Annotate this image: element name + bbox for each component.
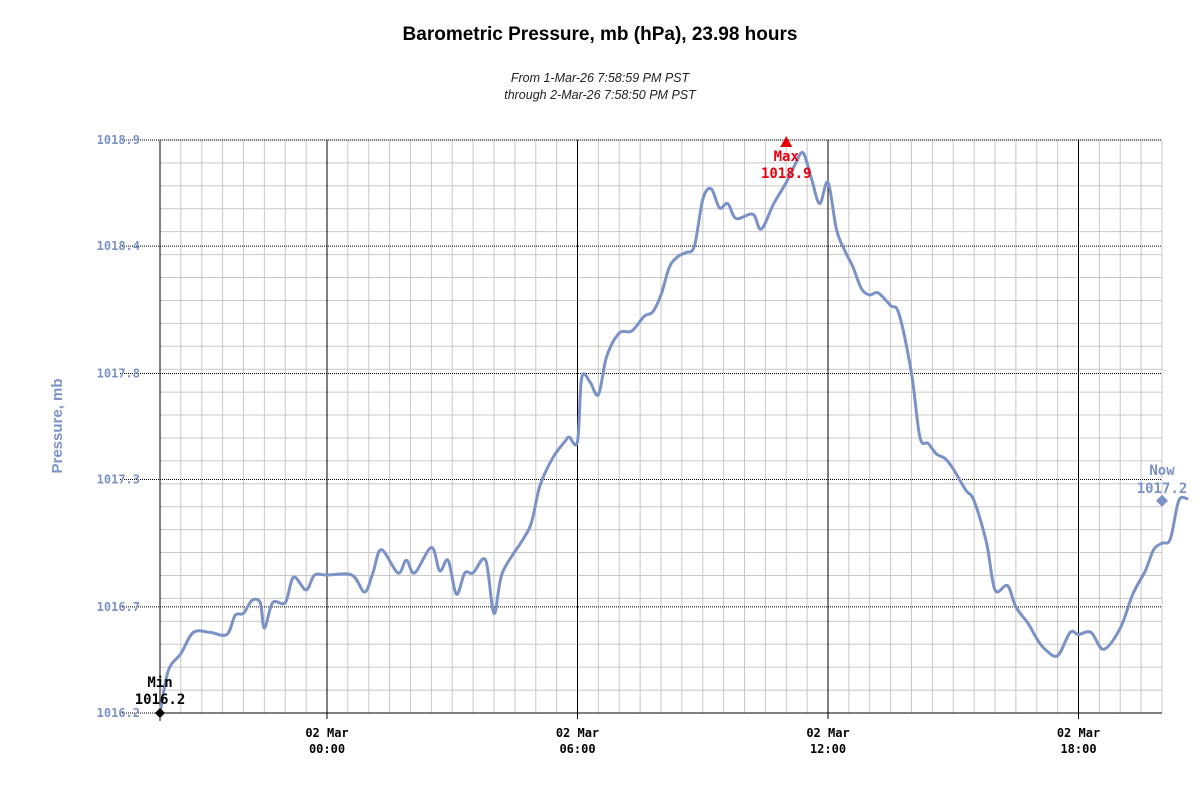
now-value-label: 1017.2 <box>1137 481 1188 497</box>
x-tick-date: 02 Mar <box>305 726 348 740</box>
y-tick-label: 1018.4 <box>97 239 140 253</box>
min-marker-icon <box>155 708 165 718</box>
now-label: Now <box>1149 463 1175 479</box>
min-label: Min <box>147 675 172 691</box>
minor-gridlines <box>159 139 1163 714</box>
chart-title: Barometric Pressure, mb (hPa), 23.98 hou… <box>402 24 798 45</box>
min-value-label: 1016.2 <box>135 692 186 708</box>
max-label: Max <box>774 149 800 165</box>
y-tick-label: 1017.8 <box>97 366 140 380</box>
series-layer <box>158 150 1189 715</box>
axes <box>154 140 1162 721</box>
x-tick-date: 02 Mar <box>556 726 599 740</box>
y-axis-ticks: 1018.9 1018.4 1017.8 1017.3 1016.7 1016.2 <box>97 133 140 720</box>
chart-subtitle-from: From 1-Mar-26 7:58:59 PM PST <box>510 71 690 85</box>
y-axis-label: Pressure, mb <box>49 378 66 473</box>
x-tick-time: 06:00 <box>559 742 595 756</box>
y-tick-label: 1016.2 <box>97 706 140 720</box>
x-tick-date: 02 Mar <box>1057 726 1100 740</box>
y-tick-label: 1016.7 <box>97 600 140 614</box>
x-tick-time: 18:00 <box>1060 742 1096 756</box>
pressure-series-line <box>158 150 1189 715</box>
now-marker-icon <box>1156 494 1168 507</box>
x-tick-time: 00:00 <box>309 742 345 756</box>
max-marker-icon <box>780 136 793 147</box>
x-tick-time: 12:00 <box>810 742 846 756</box>
y-tick-label: 1018.9 <box>97 133 140 147</box>
x-axis-ticks: 02 Mar 00:00 02 Mar 06:00 02 Mar 12:00 02 Mar 1… <box>305 726 1100 756</box>
x-tick-date: 02 Mar <box>806 726 849 740</box>
y-tick-label: 1017.3 <box>97 473 140 487</box>
major-gridlines <box>120 139 1162 719</box>
chart-subtitle-through: through 2-Mar-26 7:58:50 PM PST <box>504 88 696 102</box>
max-value-label: 1018.9 <box>761 166 812 182</box>
